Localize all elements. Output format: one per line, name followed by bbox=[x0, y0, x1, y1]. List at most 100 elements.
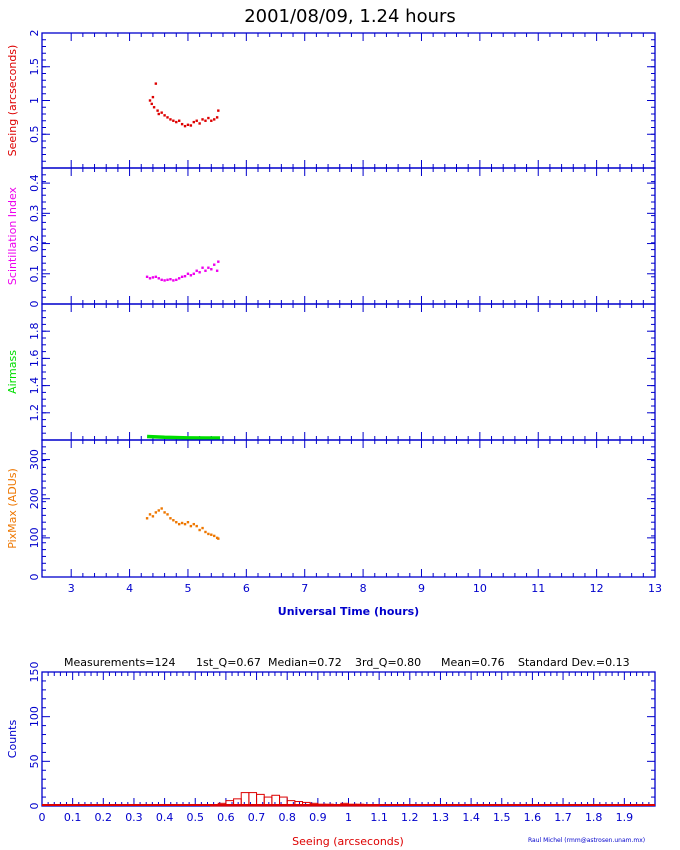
airmass-ytick-label: 1.4 bbox=[28, 377, 41, 395]
pixmax-point bbox=[148, 513, 152, 516]
scintillation-point bbox=[172, 279, 175, 282]
hist-bar bbox=[370, 804, 380, 807]
scintillation-point bbox=[166, 278, 169, 282]
hist-xtick-label: 0.4 bbox=[156, 811, 174, 824]
seeing-ytick-label: 1 bbox=[28, 97, 41, 104]
scintillation-point bbox=[186, 272, 190, 275]
hist-xtick-label: 1.7 bbox=[554, 811, 572, 824]
seeing-point bbox=[195, 119, 198, 122]
seeing-point bbox=[177, 119, 181, 122]
hist-xtick-label: 1.3 bbox=[432, 811, 450, 824]
scintillation-point bbox=[183, 274, 187, 278]
hist-bar bbox=[210, 804, 219, 807]
scintillation-point bbox=[217, 260, 220, 263]
hist-xtick-label: 1.9 bbox=[616, 811, 634, 824]
hist-ylabel: Counts bbox=[6, 720, 19, 759]
seeing-point bbox=[163, 114, 166, 117]
scintillation-point bbox=[154, 275, 158, 278]
hist-ytick-label: 100 bbox=[28, 706, 41, 727]
airmass-ytick-label: 1.8 bbox=[28, 322, 41, 340]
seeing-point bbox=[183, 124, 187, 128]
author-credit: Raul Michel (rmm@astrosen.unam.mx) bbox=[528, 837, 645, 844]
scintillation-point bbox=[160, 278, 163, 282]
pixmax-point bbox=[145, 517, 149, 520]
scintillation-point bbox=[148, 277, 152, 280]
seeing-point bbox=[192, 120, 195, 124]
pixmax-point bbox=[210, 533, 213, 536]
time-xtick-label: 13 bbox=[648, 582, 662, 595]
seeing-point bbox=[175, 120, 178, 124]
pixmax-point bbox=[198, 528, 201, 532]
scintillation-point bbox=[157, 277, 160, 280]
hist-xtick-label: 1.8 bbox=[585, 811, 603, 824]
seeing-point bbox=[154, 82, 158, 85]
airmass-line bbox=[147, 434, 221, 440]
hist-xtick-label: 1.4 bbox=[462, 811, 480, 824]
pixmax-ytick-label: 200 bbox=[28, 488, 41, 509]
seeing-point bbox=[210, 119, 213, 122]
panel-airmass: 1.2 1.4 1.6 1.8 Airmass bbox=[6, 303, 656, 441]
pixmax-point bbox=[154, 511, 158, 514]
hist-xtick-label: 0.8 bbox=[278, 811, 296, 824]
pixmax-point bbox=[189, 524, 193, 528]
time-xtick-label: 7 bbox=[301, 582, 308, 595]
scintillation-point bbox=[201, 266, 204, 269]
seeing-point bbox=[215, 116, 219, 119]
pixmax-point bbox=[217, 537, 220, 540]
scintillation-point bbox=[213, 263, 216, 266]
pixmax-point bbox=[204, 530, 207, 534]
seeing-point bbox=[201, 118, 204, 121]
pixmax-point bbox=[160, 507, 163, 510]
hist-xtick-label: 1.2 bbox=[401, 811, 419, 824]
scintillation-point bbox=[175, 278, 178, 282]
stat-mean: Mean=0.76 bbox=[441, 656, 505, 669]
scintillation-point bbox=[163, 279, 166, 282]
seeing-ytick-label: 2 bbox=[28, 30, 41, 37]
hist-xtick-label: 1 bbox=[345, 811, 352, 824]
scintillation-ylabel: Scintillation Index bbox=[6, 186, 19, 285]
pixmax-point bbox=[157, 509, 160, 512]
seeing-point bbox=[169, 118, 172, 121]
seeing-point bbox=[156, 109, 159, 112]
scintillation-ytick-label: 0 bbox=[28, 301, 41, 308]
seeing-point bbox=[151, 95, 155, 99]
pixmax-point bbox=[163, 511, 166, 514]
stat-third-quartile: 3rd_Q=0.80 bbox=[355, 656, 421, 669]
airmass-ytick-label: 1.2 bbox=[28, 404, 41, 422]
pixmax-frame bbox=[41, 439, 656, 578]
stat-measurements: Measurements=124 bbox=[64, 656, 175, 669]
hist-xtick-label: 0.3 bbox=[125, 811, 143, 824]
scintillation-point bbox=[192, 272, 195, 275]
scintillation-point bbox=[145, 275, 149, 278]
scintillation-point bbox=[207, 266, 210, 269]
hist-ytick-label: 50 bbox=[28, 754, 41, 768]
pixmax-point bbox=[175, 521, 178, 524]
time-xlabel: Universal Time (hours) bbox=[278, 605, 419, 618]
pixmax-point bbox=[151, 515, 155, 518]
scintillation-point bbox=[177, 277, 181, 280]
seeing-point bbox=[207, 116, 210, 120]
hist-xtick-label: 0.9 bbox=[309, 811, 327, 824]
scintillation-point bbox=[151, 276, 155, 279]
scintillation-ytick-label: 0.1 bbox=[28, 265, 41, 283]
pixmax-point bbox=[172, 519, 175, 522]
pixmax-ytick-label: 0 bbox=[28, 574, 41, 581]
time-xtick-label: 3 bbox=[68, 582, 75, 595]
seeing-point bbox=[189, 124, 193, 127]
seeing-histogram: Measurements=124 1st_Q=0.67 Median=0.72 … bbox=[6, 656, 656, 848]
seeing-point bbox=[150, 102, 153, 106]
scintillation-ytick-label: 0.4 bbox=[28, 174, 41, 192]
seeing-point bbox=[148, 99, 152, 102]
airmass-ytick-label: 1.6 bbox=[28, 350, 41, 368]
seeing-point bbox=[172, 119, 175, 122]
scintillation-point bbox=[198, 271, 201, 274]
time-xtick-label: 10 bbox=[473, 582, 487, 595]
pixmax-point bbox=[201, 526, 204, 530]
pixmax-point bbox=[213, 534, 216, 538]
stat-median: Median=0.72 bbox=[268, 656, 342, 669]
seeing-point bbox=[186, 123, 190, 126]
hist-xtick-label: 1.6 bbox=[524, 811, 542, 824]
panel-pixmax: 0 100 200 300 PixMax (ADUs) 3 4 5 6 7 8 9 10 11 12 13 Un… bbox=[6, 439, 662, 618]
hist-bar bbox=[363, 804, 372, 807]
pixmax-ytick-label: 100 bbox=[28, 527, 41, 548]
